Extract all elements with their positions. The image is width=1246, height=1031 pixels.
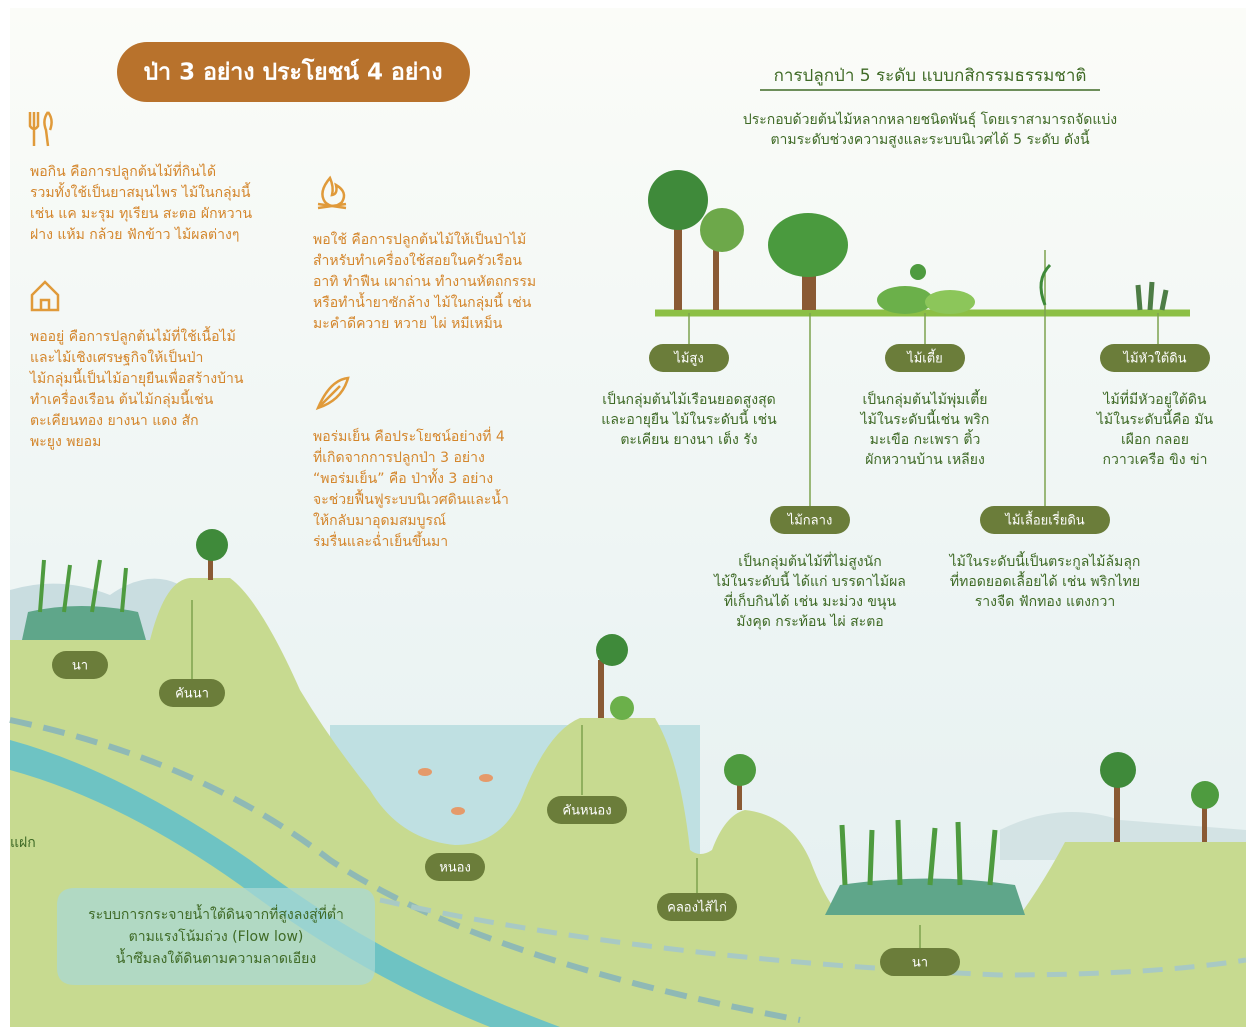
benefit-text: ตะเคียนทอง ยางนา แดง สัก <box>30 413 199 429</box>
label: ไม้กลาง <box>787 513 833 529</box>
benefit-text: อาทิ ทำฟืน เผาถ่าน ทำงานหัตถกรรม <box>313 274 536 290</box>
benefit-text: “พอร่มเย็น” คือ ป่าทั้ง 3 อย่าง <box>313 468 493 487</box>
benefit-text: พออยู่ คือการปลูกต้นไม้ที่ใช้เนื้อไม้ <box>30 326 236 345</box>
level-description: ผักหวานบ้าน เหลียง <box>865 452 985 468</box>
benefit-text: ฝาง แห้ม กล้วย ฟักข้าว ไม้ผลต่างๆ <box>30 226 239 243</box>
flow-note-text: น้ำซึมลงใต้ดินตามความลาดเอียง <box>116 948 316 967</box>
infographic: ป่า 3 อย่าง ประโยชน์ 4 อย่าง การปลูกป่า … <box>0 0 1246 1027</box>
benefit-text: พะยูง พยอม <box>30 434 101 450</box>
paddy <box>825 879 1025 916</box>
benefit-text: พอกิน คือการปลูกต้นไม้ที่กินได้ <box>30 162 216 180</box>
level-description: เป็นกลุ่มต้นไม้เรือนยอดสูงสุด <box>602 390 775 408</box>
flow-note-text: ระบบการกระจายน้ำใต้ดินจากที่สูงลงสู่ที่ต… <box>88 904 344 923</box>
flow-note-text: ตามแรงโน้มถ่วง (Flow low) <box>129 928 304 945</box>
label: คันนา <box>175 687 209 702</box>
benefit-text: และไม้เชิงเศรษฐกิจให้เป็นป่า <box>30 348 203 366</box>
label: หนอง <box>439 861 471 876</box>
levels-subtitle: ประกอบด้วยต้นไม้หลากหลายชนิดพันธุ์ โดยเร… <box>743 111 1117 128</box>
benefit-text: รวมทั้งใช้เป็นยาสมุนไพร ไม้ในกลุ่มนี้ <box>30 182 251 201</box>
vetiver-label: แฝก <box>10 835 36 851</box>
level-description: เผือก กลอย <box>1121 432 1189 448</box>
level-description: ไม้ในระดับนี้คือ มัน <box>1096 409 1214 428</box>
benefit-text: เช่น แค มะรุม ทุเรียน สะตอ ผักหวาน <box>30 206 252 222</box>
levels-title: การปลูกป่า 5 ระดับ แบบกสิกรรมธรรมชาติ <box>774 66 1087 86</box>
label: ไม้หัวใต้ดิน <box>1122 351 1186 367</box>
label: คลองไส้ไก่ <box>667 900 727 916</box>
title: ป่า 3 อย่าง ประโยชน์ 4 อย่าง <box>144 58 443 86</box>
benefit-text: ให้กลับมาอุดมสมบูรณ์ <box>313 512 446 529</box>
level-description: และอายุยืน ไม้ในระดับนี้ เช่น <box>601 409 777 428</box>
benefit-text: ที่เกิดจากการปลูกป่า 3 อย่าง <box>313 448 485 466</box>
page: { "header": {"title": "ป่า 3 อย่าง ประโย… <box>0 0 1246 1027</box>
label: ไม้สูง <box>673 351 703 367</box>
label: ไม้เลื้อยเรี่ยดิน <box>1004 511 1084 529</box>
level-description: ไม้ในระดับนี้เช่น พริก <box>860 409 990 428</box>
benefit-text: ทำเครื่องเรือน ต้นไม้กลุ่มนี้เช่น <box>30 389 214 408</box>
level-description: รางจืด ฟักทอง แตงกวา <box>975 594 1115 610</box>
label: ไม้เตี้ย <box>906 349 943 367</box>
level-description: เป็นกลุ่มต้นไม้พุ่มเตี้ย <box>863 389 988 408</box>
level-description: กวาวเครือ ขิง ข่า <box>1103 452 1208 468</box>
level-description: ไม้ที่มีหัวอยู่ใต้ดิน <box>1102 390 1206 408</box>
label: นา <box>72 659 88 674</box>
level-description: ไม้ในระดับนี้เป็นตระกูลไม้ล้มลุก <box>949 551 1141 570</box>
benefit-text: ไม้กลุ่มนี้เป็นไม้อายุยืนเพื่อสร้างบ้าน <box>29 368 244 387</box>
level-description: มังคุด กระท้อน ไผ่ สะตอ <box>736 613 883 630</box>
level-description: ที่ทอดยอดเลื้อยได้ เช่น พริกไทย <box>950 571 1140 590</box>
levels-subtitle: ตามระดับช่วงความสูงและระบบนิเวศได้ 5 ระด… <box>770 129 1090 148</box>
level-description: มะเขือ กะเพรา ติ้ว <box>870 429 981 448</box>
label: นา <box>912 956 928 971</box>
level-description: ที่เก็บกินได้ เช่น มะม่วง ขนุน <box>724 592 897 610</box>
level-description: เป็นกลุ่มต้นไม้ที่ไม่สูงนัก <box>738 552 881 570</box>
benefit-text: สำหรับทำเครื่องใช้สอยในครัวเรือน <box>313 251 522 269</box>
benefit-text: พอร่มเย็น คือประโยชน์อย่างที่ 4 <box>313 427 505 445</box>
label: คันหนอง <box>562 804 611 819</box>
level-description: ไม้ในระดับนี้ ได้แก่ บรรดาไม้ผล <box>713 571 906 590</box>
benefit-text: จะช่วยฟื้นฟูระบบนิเวศดินและน้ำ <box>313 489 509 508</box>
benefit-text: พอใช้ คือการปลูกต้นไม้ให้เป็นป่าไม้ <box>313 230 526 248</box>
benefit-text: ร่มรื่นและฉ่ำเย็นขึ้นมา <box>313 531 448 550</box>
benefit-text: มะคำดีควาย หวาย ไผ่ หมีเหม็น <box>313 314 503 332</box>
level-description: ตะเคียน ยางนา เต็ง รัง <box>620 430 757 448</box>
benefit-text: หรือทำน้ำยาซักล้าง ไม้ในกลุ่มนี้ เช่น <box>313 292 532 311</box>
